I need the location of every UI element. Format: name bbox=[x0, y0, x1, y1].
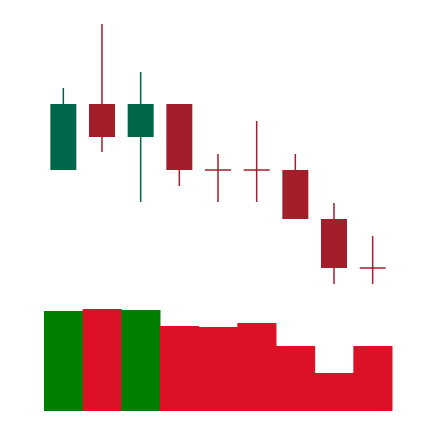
body bbox=[166, 104, 193, 170]
volume-bar bbox=[160, 326, 200, 411]
volume-bar bbox=[198, 327, 238, 411]
body bbox=[50, 104, 77, 170]
body bbox=[89, 104, 115, 137]
volume-bar bbox=[44, 311, 84, 411]
volume-bar bbox=[82, 309, 122, 411]
body bbox=[321, 219, 347, 268]
body bbox=[282, 170, 309, 219]
volume-bar bbox=[121, 310, 161, 411]
body bbox=[127, 104, 154, 137]
volume-bar bbox=[276, 346, 316, 411]
volume-bar bbox=[314, 373, 354, 411]
volume-bar bbox=[353, 346, 393, 411]
volume-bar bbox=[237, 323, 277, 411]
